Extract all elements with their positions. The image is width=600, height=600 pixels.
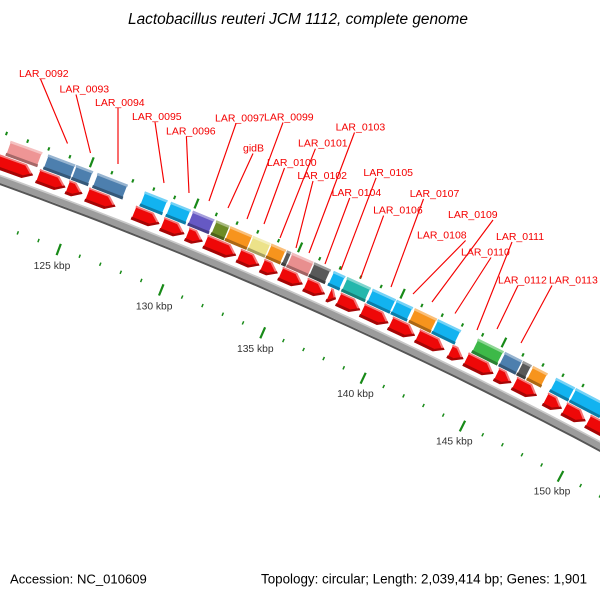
- svg-text:LAR_0109: LAR_0109: [448, 209, 498, 221]
- svg-text:LAR_0101: LAR_0101: [298, 138, 348, 150]
- svg-text:150 kbp: 150 kbp: [534, 487, 571, 498]
- svg-text:LAR_0093: LAR_0093: [60, 84, 110, 96]
- svg-text:LAR_0095: LAR_0095: [132, 111, 182, 123]
- svg-text:LAR_0113: LAR_0113: [549, 275, 598, 287]
- svg-text:LAR_0106: LAR_0106: [373, 205, 423, 217]
- svg-text:LAR_0104: LAR_0104: [332, 187, 382, 199]
- svg-text:gidB: gidB: [243, 143, 264, 155]
- svg-text:LAR_0096: LAR_0096: [166, 126, 216, 138]
- svg-text:LAR_0094: LAR_0094: [95, 97, 145, 109]
- svg-text:145 kbp: 145 kbp: [436, 437, 473, 448]
- svg-text:125 kbp: 125 kbp: [34, 261, 71, 272]
- svg-text:LAR_0097: LAR_0097: [215, 113, 265, 125]
- svg-text:Topology: circular; Length: 2,: Topology: circular; Length: 2,039,414 bp…: [261, 572, 587, 587]
- svg-text:LAR_0110: LAR_0110: [461, 247, 510, 259]
- svg-text:LAR_0102: LAR_0102: [297, 170, 347, 182]
- svg-text:LAR_0100: LAR_0100: [267, 157, 317, 169]
- svg-text:LAR_0108: LAR_0108: [417, 230, 467, 242]
- svg-text:140 kbp: 140 kbp: [337, 389, 374, 400]
- svg-text:Accession: NC_010609: Accession: NC_010609: [10, 572, 147, 587]
- svg-text:LAR_0107: LAR_0107: [410, 188, 460, 200]
- svg-text:LAR_0105: LAR_0105: [363, 167, 413, 179]
- svg-text:LAR_0103: LAR_0103: [336, 122, 386, 134]
- svg-text:130 kbp: 130 kbp: [136, 301, 173, 312]
- svg-text:LAR_0099: LAR_0099: [264, 112, 314, 124]
- svg-text:LAR_0112: LAR_0112: [498, 275, 547, 287]
- svg-text:LAR_0111: LAR_0111: [496, 231, 544, 243]
- svg-text:Lactobacillus reuteri JCM 1112: Lactobacillus reuteri JCM 1112, complete…: [128, 11, 468, 28]
- svg-text:LAR_0092: LAR_0092: [19, 68, 69, 80]
- svg-text:135 kbp: 135 kbp: [237, 344, 274, 355]
